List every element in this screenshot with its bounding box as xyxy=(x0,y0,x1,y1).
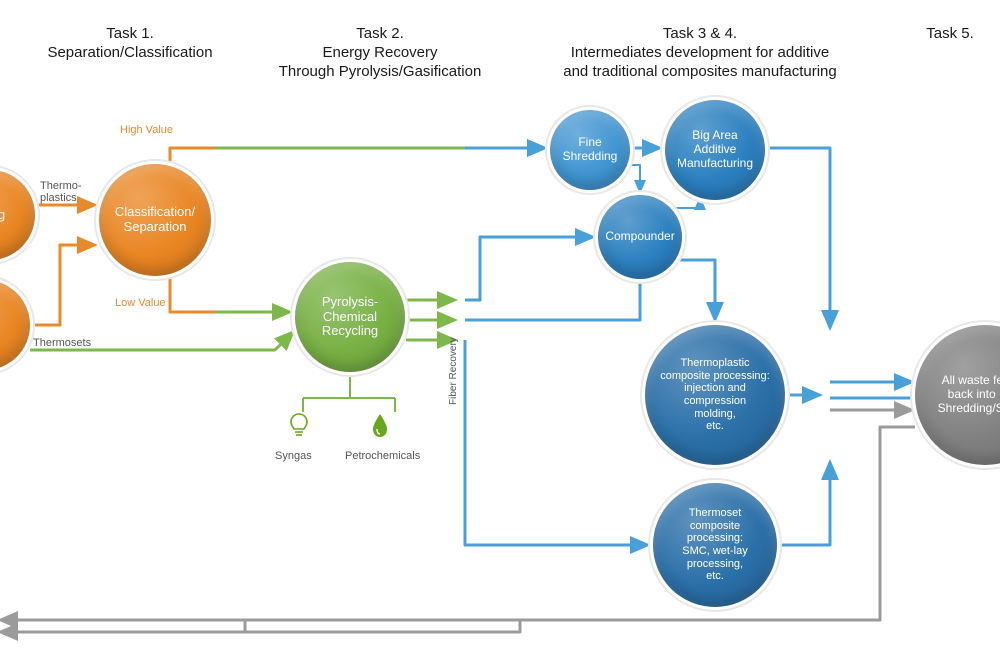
label-thermosets: Thermosets xyxy=(33,337,91,349)
node-shredding_src: …g xyxy=(0,280,30,370)
droplet-icon xyxy=(370,412,390,440)
task5-heading: Task 5. xyxy=(890,25,1000,44)
node-thermoset: Thermoset composite processing: SMC, wet… xyxy=(653,483,777,607)
node-sorting: …ing xyxy=(0,170,35,260)
task2-title: Energy Recovery Through Pyrolysis/Gasifi… xyxy=(260,44,500,82)
task2-num: Task 2. xyxy=(260,25,500,44)
task34-title: Intermediates development for additive a… xyxy=(540,44,860,82)
arrow-b-fine-comp xyxy=(632,165,640,192)
node-thermoplast: Thermoplastic composite processing: inje… xyxy=(645,325,785,465)
label-syngas: Syngas xyxy=(275,450,312,462)
label-thermoplastics: Thermo- plastics xyxy=(40,180,82,204)
node-classep: Classification/ Separation xyxy=(99,164,211,276)
label-lowvalue: Low Value xyxy=(115,297,166,309)
label-petro: Petrochemicals xyxy=(345,450,420,462)
task5-num: Task 5. xyxy=(890,25,1000,44)
task1-title: Separation/Classification xyxy=(10,44,250,63)
arrow-a-shred-class xyxy=(32,245,95,325)
arrow-b-pyro-ts xyxy=(465,340,648,545)
flow-arrows xyxy=(0,0,1000,650)
node-pyro: Pyrolysis- Chemical Recycling xyxy=(295,262,405,372)
task34-num: Task 3 & 4. xyxy=(540,25,860,44)
arrow-b-comp-tp xyxy=(680,260,715,320)
node-compounder: Compounder xyxy=(598,195,682,279)
arrow-b-pyro-237 xyxy=(465,237,593,300)
label-fiberrec: Fiber Recovery xyxy=(448,337,459,405)
arrow-a-pyro-down xyxy=(303,372,395,412)
arrow-b-big-waste xyxy=(770,148,830,328)
arrow-g-feedback2 xyxy=(0,620,520,632)
lightbulb-icon xyxy=(288,412,310,440)
task1-heading: Task 1. Separation/Classification xyxy=(10,25,250,63)
task1-num: Task 1. xyxy=(10,25,250,44)
task34-heading: Task 3 & 4. Intermediates development fo… xyxy=(540,25,860,81)
arrow-b-pyro-320 xyxy=(465,283,640,320)
node-bigarea: Big Area Additive Manufacturing xyxy=(665,100,765,200)
label-highvalue: High Value xyxy=(120,124,173,136)
task2-heading: Task 2. Energy Recovery Through Pyrolysi… xyxy=(260,25,500,81)
arrow-a-class-low xyxy=(170,277,215,312)
arrow-b-ts-waste xyxy=(782,462,830,545)
node-fineshred: Fine Shredding xyxy=(550,110,630,190)
